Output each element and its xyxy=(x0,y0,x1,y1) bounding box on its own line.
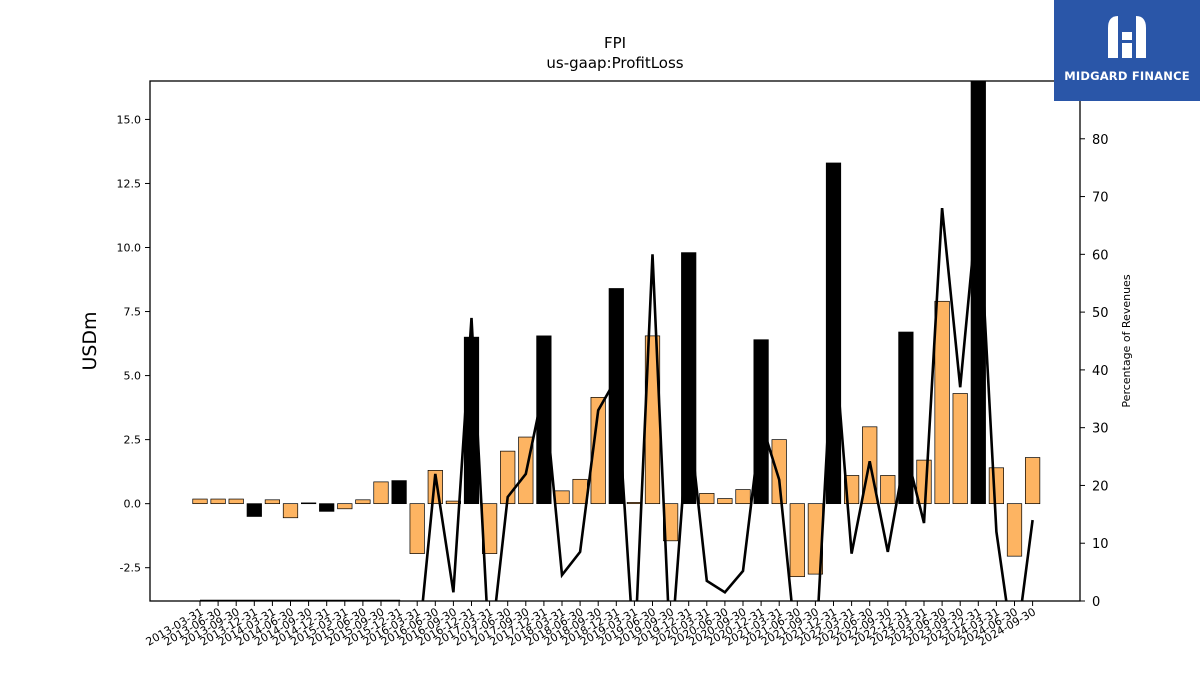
y2-tick-label: 0 xyxy=(1092,595,1100,610)
bar-2024-06-30 xyxy=(1006,503,1023,557)
brand-logo: MIDGARD FINANCE xyxy=(1054,0,1200,101)
bar-2015-06-30 xyxy=(355,499,371,505)
bar-2013-12-31 xyxy=(246,503,262,517)
bar-2021-06-30 xyxy=(789,503,805,578)
bar-2016-09-30 xyxy=(445,500,461,505)
bar-2015-09-30 xyxy=(373,481,389,505)
bar-2015-03-31 xyxy=(337,503,353,510)
bar-2013-06-30 xyxy=(210,498,226,505)
y2-tick-label: 70 xyxy=(1092,191,1109,206)
bar-2013-09-30 xyxy=(228,498,244,505)
bars-layer xyxy=(192,80,1041,578)
bar-2014-09-30 xyxy=(301,502,317,505)
y2-tick-label: 40 xyxy=(1092,364,1109,379)
bar-2014-12-31 xyxy=(319,503,335,512)
bar-2014-06-30 xyxy=(282,503,299,519)
y-tick-label: 10.0 xyxy=(117,242,142,255)
y-tick-label: 7.5 xyxy=(124,306,142,319)
chart-subtitle: us-gaap:ProfitLoss xyxy=(546,54,683,72)
y2-tick-label: 60 xyxy=(1092,248,1109,263)
bar-2020-09-30 xyxy=(735,489,751,505)
y-tick-label: 12.5 xyxy=(117,177,142,190)
y-axis-label: USDm xyxy=(79,311,101,370)
bar-2024-09-30 xyxy=(1024,457,1041,505)
bar-2023-06-30 xyxy=(934,300,950,505)
chart-title: FPI xyxy=(604,34,626,52)
bar-2013-03-31 xyxy=(192,498,208,505)
y-tick-label: 2.5 xyxy=(124,434,142,447)
bar-2020-06-30 xyxy=(717,498,733,505)
y2-axis-label: Percentage of Revenues xyxy=(1120,274,1133,407)
y2-tick-label: 80 xyxy=(1092,133,1109,148)
bar-2015-12-31 xyxy=(391,480,407,505)
y-tick-label: -2.5 xyxy=(120,562,141,575)
y2-axis: 0 10 20 30 40 50 60 70 80 xyxy=(1080,133,1109,610)
bar-2020-03-31 xyxy=(699,493,715,505)
y2-tick-label: 20 xyxy=(1092,479,1109,494)
bar-2022-09-30 xyxy=(880,475,896,505)
bar-2021-03-31 xyxy=(771,439,787,505)
bar-2023-03-31 xyxy=(916,459,932,505)
bar-2016-03-31 xyxy=(409,503,425,554)
bar-2024-03-31 xyxy=(988,467,1005,505)
bar-2023-09-30 xyxy=(952,393,968,505)
revenue-percentage-line xyxy=(200,196,1034,601)
logo-text: MIDGARD FINANCE xyxy=(1064,69,1190,83)
bar-2018-06-30 xyxy=(572,478,588,505)
y-tick-label: 0.0 xyxy=(124,498,142,511)
y2-tick-label: 10 xyxy=(1092,537,1109,552)
y2-tick-label: 50 xyxy=(1092,306,1109,321)
y-tick-label: 15.0 xyxy=(117,113,142,126)
line-layer xyxy=(200,196,1034,601)
bar-2014-03-31 xyxy=(264,499,280,505)
x-axis: 2013-03-312013-06-302013-09-302013-12-31… xyxy=(144,601,1038,649)
y-axis: -2.5 0.0 2.5 5.0 7.5 10.0 12.5 15.0 xyxy=(117,113,150,575)
plot-frame xyxy=(149,80,1081,602)
bar-2018-09-30 xyxy=(590,397,606,505)
bar-2018-03-31 xyxy=(554,490,570,505)
midgard-logo-icon xyxy=(1108,16,1146,58)
bar-2019-03-31 xyxy=(626,502,643,505)
y-tick-label: 5.0 xyxy=(124,370,142,383)
bar-2017-12-31 xyxy=(536,335,552,505)
y2-tick-label: 30 xyxy=(1092,422,1109,437)
